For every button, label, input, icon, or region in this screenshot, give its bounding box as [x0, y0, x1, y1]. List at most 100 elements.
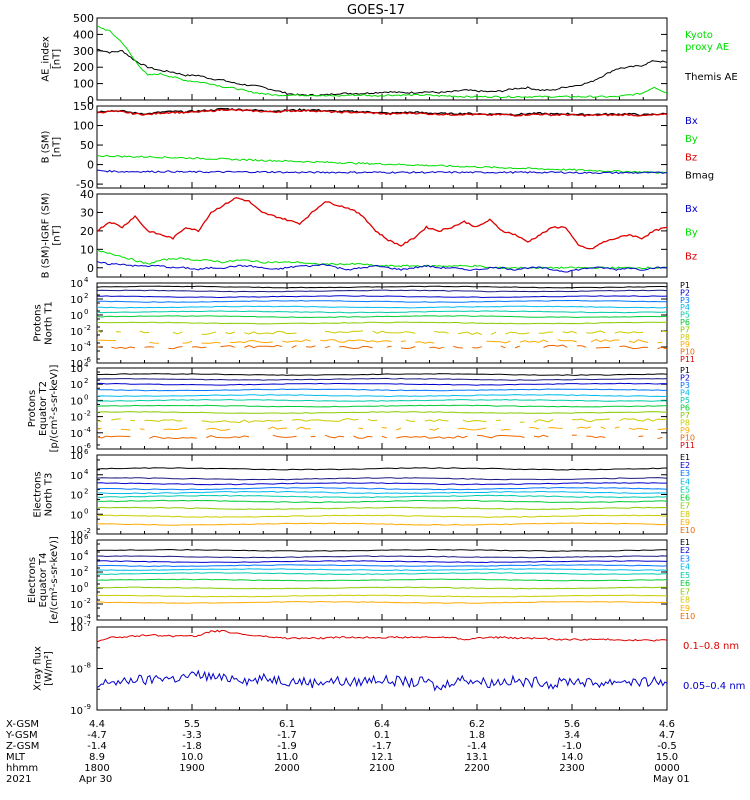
series-line-bz [96, 108, 668, 117]
y-axis-label-line: North T3 [44, 473, 55, 517]
flux-channel-line [96, 285, 668, 289]
series-line-bx [96, 169, 667, 175]
legend-label: Bmag [685, 171, 714, 182]
footer-row-label: MLT [6, 752, 26, 763]
footer-row-value: 2100 [369, 763, 394, 774]
series-line-0-05-0-4-nm [96, 669, 668, 692]
legend-label: P3 [680, 381, 690, 390]
flux-channel-line [149, 341, 159, 344]
flux-channel-line [96, 594, 668, 598]
flux-channel-line [139, 428, 145, 430]
legend-label: P10 [680, 434, 695, 443]
flux-channel-line [96, 486, 668, 491]
y-tick-label: 10 [70, 429, 83, 440]
flux-channel-line [97, 321, 667, 325]
flux-channel-line [96, 330, 102, 334]
y-tick-label: 200 [73, 61, 94, 74]
flux-channel-line [500, 345, 506, 349]
footer-row-value: 10.0 [181, 752, 203, 763]
flux-channel-line [434, 330, 449, 334]
flux-channel-line [619, 418, 668, 422]
legend-label: E7 [680, 587, 690, 596]
y-tick-exponent: -4 [84, 340, 92, 348]
legend-label: P11 [680, 355, 695, 364]
flux-channel-line [324, 330, 364, 334]
flux-channel-line [96, 564, 668, 568]
flux-channel-line [495, 419, 501, 422]
legend-label: E1 [680, 453, 690, 462]
flux-channel-line [97, 568, 668, 572]
flux-channel-line [182, 340, 193, 344]
y-tick-label: 10 [70, 584, 83, 595]
y-axis-label-line: B (SM)-IGRF (SM) [41, 193, 52, 279]
legend-label: P7 [680, 325, 690, 334]
flux-channel-line [244, 330, 297, 335]
flux-channel-line [514, 345, 520, 349]
y-axis-label: Protons Equator T2 [p/(cm²-s-sr-keV)] [27, 365, 60, 453]
footer-row-value: -1.8 [182, 741, 202, 752]
flux-channel-line [96, 310, 668, 314]
legend-label: P2 [680, 374, 690, 383]
flux-channel-line [96, 339, 117, 342]
y-tick-exponent: 6 [84, 533, 89, 541]
flux-channel-line [291, 344, 297, 349]
legend-label: E8 [680, 596, 690, 605]
flux-channel-line [519, 339, 549, 343]
footer-row-value: -1.4 [87, 741, 107, 752]
legend-label: P9 [680, 340, 690, 349]
legend-label: P8 [680, 333, 690, 342]
y-axis-label: B (SM) [nT] [41, 130, 63, 163]
legend-label: E9 [680, 518, 690, 527]
flux-channel-line [191, 346, 207, 349]
series-line-bz [96, 197, 668, 250]
footer-row-value: 4.7 [659, 730, 675, 741]
legend-label: E4 [680, 563, 690, 572]
y-tick-label: 0 [87, 94, 94, 107]
flux-channel-line [96, 315, 668, 319]
flux-channel-line [244, 344, 283, 349]
y-tick-label: 10 [70, 491, 83, 502]
y-tick-label: 300 [73, 45, 94, 58]
flux-channel-line [415, 341, 435, 344]
legend-label: E10 [680, 526, 695, 535]
y-tick-label: 20 [80, 225, 94, 238]
legend-label: E8 [680, 510, 690, 519]
panel-frame [96, 626, 668, 711]
flux-channel-line [267, 426, 288, 430]
y-tick-label: 10 [70, 552, 83, 563]
plot-title: GOES-17 [347, 3, 405, 18]
legend-label: P3 [680, 296, 690, 305]
flux-channel-line [386, 345, 392, 348]
flux-channel-line [96, 522, 668, 526]
flux-channel-line [96, 388, 668, 392]
footer-row-value: 12.1 [371, 752, 393, 763]
flux-channel-line [538, 331, 553, 334]
footer-row-value: 6.4 [374, 719, 390, 730]
footer-row-value: 1800 [84, 763, 109, 774]
flux-channel-line [225, 331, 235, 335]
y-axis-label-line: [W/m²] [44, 651, 55, 686]
footer-row-value: 2200 [464, 763, 489, 774]
footer-row-value: 2300 [559, 763, 584, 774]
legend-label: P5 [680, 311, 690, 320]
flux-channel-line [96, 467, 668, 471]
flux-channel-line [291, 418, 359, 422]
flux-channel-line [96, 404, 668, 408]
series-line-by [96, 154, 668, 174]
legend-label: 0.1–0.8 nm [683, 641, 739, 652]
y-tick-label: 10 [70, 279, 83, 290]
footer-row-value: 0000 [654, 763, 679, 774]
footer-row-label: hhmm [6, 763, 38, 774]
flux-channel-line [201, 331, 216, 335]
flux-channel-line [272, 434, 297, 438]
flux-channel-line [590, 338, 620, 343]
y-axis-label-line: Electrons [33, 471, 44, 517]
y-tick-exponent: 4 [84, 549, 89, 557]
flux-channel-line [548, 427, 563, 429]
flux-channel-line [533, 434, 549, 438]
flux-channel-line [96, 548, 667, 552]
panel-2: 150 100 50 0 -50 B (SM) [nT] Bx By Bz Bmag [41, 100, 715, 191]
footer-year: 2021 [6, 774, 31, 785]
